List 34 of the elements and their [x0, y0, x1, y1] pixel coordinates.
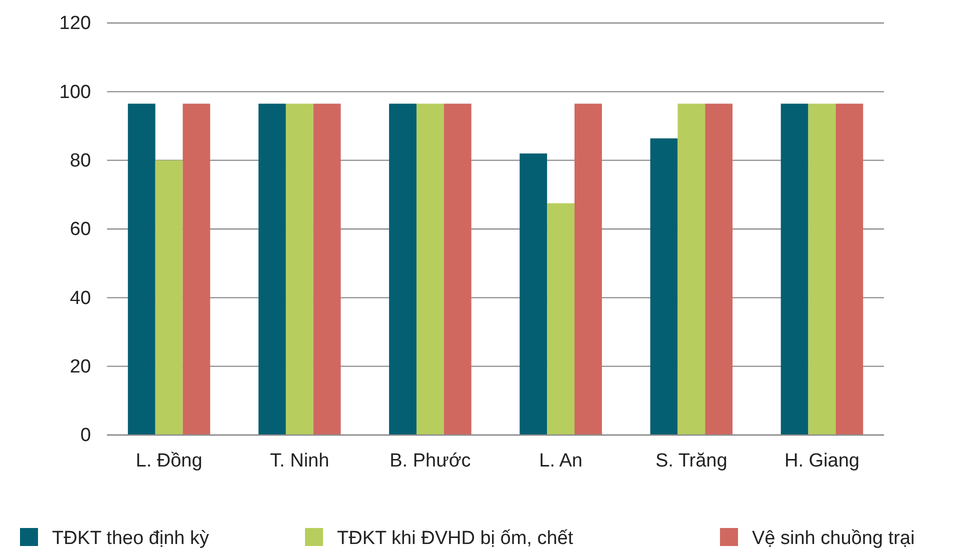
x-tick-label: H. Giang	[784, 450, 860, 472]
y-tick-label: 20	[70, 356, 91, 378]
bar	[155, 160, 183, 435]
bar	[678, 104, 706, 435]
y-tick-label: 60	[70, 219, 91, 240]
legend-label: Vệ sinh chuồng trại	[752, 528, 915, 549]
bar	[444, 104, 472, 435]
x-tick-label: L. Đồng	[136, 450, 202, 472]
y-tick-label: 0	[80, 425, 91, 446]
y-tick-label: 120	[59, 13, 91, 34]
x-tick-label: S. Trăng	[655, 450, 728, 472]
bar	[416, 104, 444, 435]
bar	[547, 203, 575, 435]
y-tick-label: 80	[70, 150, 91, 172]
bar	[836, 104, 864, 435]
bar	[258, 104, 286, 435]
bar	[182, 104, 210, 435]
bar	[313, 104, 341, 435]
bar	[520, 153, 548, 435]
bar	[780, 104, 808, 435]
bar	[389, 104, 416, 435]
bar	[128, 104, 156, 435]
y-tick-label: 40	[70, 288, 91, 309]
bar	[808, 104, 836, 435]
bar	[705, 104, 733, 435]
x-tick-label: T. Ninh	[270, 450, 330, 472]
bar	[650, 138, 678, 435]
x-tick-label: L. An	[539, 450, 582, 472]
legend-label: TĐKT theo định kỳ	[52, 528, 210, 549]
bar	[574, 104, 602, 435]
legend-label: TĐKT khi ĐVHD bị ốm, chết	[337, 528, 574, 549]
y-tick-label: 100	[59, 82, 91, 103]
bar	[286, 104, 314, 435]
x-tick-label: B. Phước	[390, 450, 471, 472]
